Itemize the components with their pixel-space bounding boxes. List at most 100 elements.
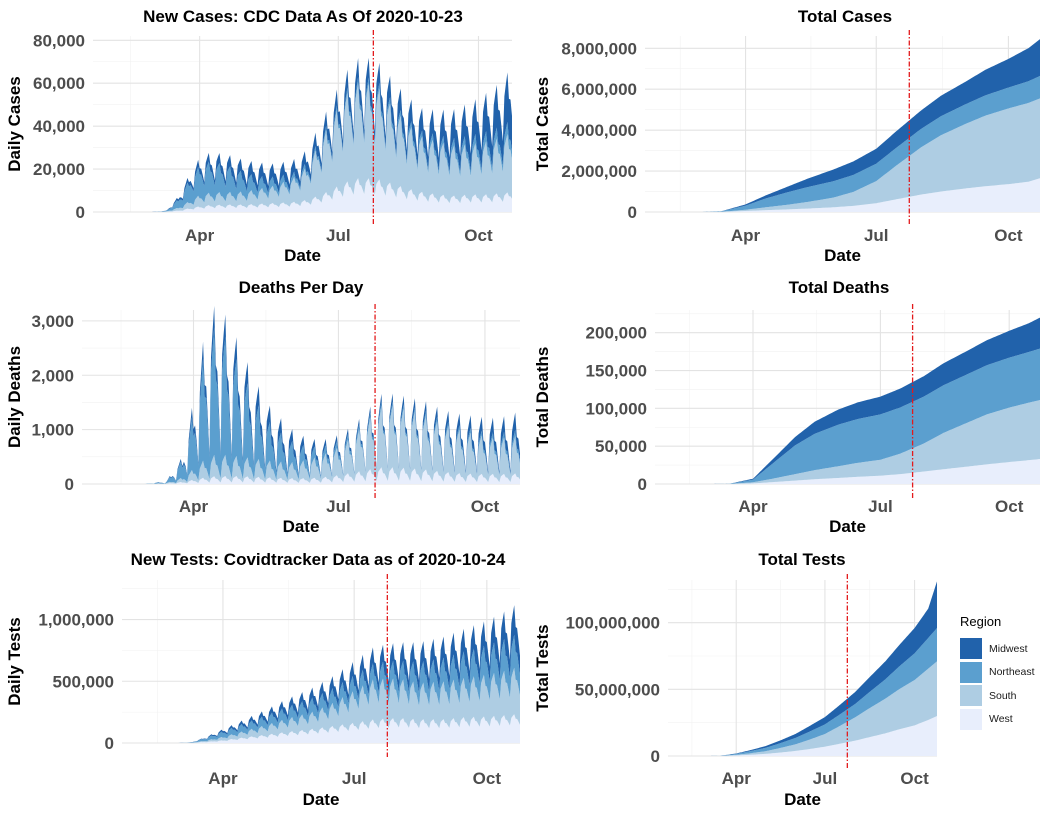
x-tick-label: Oct	[994, 226, 1023, 245]
y-tick-label: 0	[76, 203, 85, 222]
chart-title: Total Tests	[758, 550, 845, 569]
legend-swatch-northeast	[960, 661, 982, 683]
y-tick-label: 2,000	[31, 366, 74, 385]
x-tick-label: Jul	[813, 769, 838, 788]
chart-title: New Cases: CDC Data As Of 2020-10-23	[143, 7, 463, 26]
y-tick-label: 2,000,000	[561, 162, 637, 181]
area-south	[701, 98, 1040, 212]
chart-total-deaths: 0 50,000 100,000 150,000 200,000 Apr Jul Oct Dat…	[533, 278, 1040, 536]
x-tick-label: Oct	[473, 769, 502, 788]
legend-title: Region	[960, 614, 1002, 629]
x-axis-title: Date	[784, 790, 821, 809]
area-west	[144, 467, 520, 484]
legend-swatch-midwest	[960, 638, 982, 660]
area-northeast	[709, 348, 1040, 484]
y-axis-title: Total Cases	[533, 77, 552, 171]
y-tick-label: 80,000	[33, 31, 85, 50]
chart-new-tests: 0 500,000 1,000,000 Apr Jul Oct Date Daily Test…	[5, 550, 521, 809]
x-tick-label: Apr	[731, 226, 761, 245]
y-tick-label: 1,000,000	[38, 611, 114, 630]
y-axis-title: Daily Cases	[5, 76, 24, 171]
x-tick-label: Oct	[464, 226, 493, 245]
x-tick-label: Apr	[179, 497, 209, 516]
legend-item-west: West	[960, 708, 1050, 732]
x-tick-label: Oct	[900, 769, 929, 788]
y-tick-label: 150,000	[586, 362, 647, 381]
x-tick-label: Jul	[326, 497, 351, 516]
x-tick-label: Jul	[326, 226, 351, 245]
y-tick-label: 100,000	[586, 399, 647, 418]
area-south	[709, 400, 1040, 484]
x-tick-label: Jul	[342, 769, 367, 788]
legend-swatch-west	[960, 708, 982, 730]
x-axis-title: Date	[824, 246, 861, 265]
legend-label-northeast: Northeast	[989, 666, 1035, 679]
area-south	[144, 405, 520, 484]
area-west	[709, 459, 1040, 484]
area-northeast	[144, 327, 520, 484]
chart-new-cases: 0 20,000 40,000 60,000 80,000 Apr Jul Oct Date Da…	[5, 7, 513, 265]
y-tick-label: 60,000	[33, 74, 85, 93]
y-tick-label: 500,000	[53, 672, 114, 691]
area-midwest	[152, 57, 513, 212]
chart-title: New Tests: Covidtracker Data as of 2020-…	[131, 550, 506, 569]
y-tick-label: 4,000,000	[561, 121, 637, 140]
legend-item-midwest: Midwest	[960, 637, 1050, 661]
area-midwest	[706, 581, 937, 756]
y-tick-label: 50,000	[595, 437, 647, 456]
area-south	[152, 82, 513, 212]
area-northeast	[152, 77, 513, 212]
area-west	[178, 714, 521, 743]
legend-label-west: West	[989, 713, 1013, 726]
x-tick-label: Apr	[208, 769, 238, 788]
area-south	[706, 661, 937, 756]
y-tick-label: 40,000	[33, 117, 85, 136]
area-west	[706, 716, 937, 756]
y-tick-label: 200,000	[586, 324, 647, 343]
y-tick-label: 3,000	[31, 312, 74, 331]
y-tick-label: 0	[638, 475, 647, 494]
area-northeast	[701, 75, 1040, 212]
area-northeast	[706, 628, 937, 756]
chart-title: Total Cases	[798, 7, 892, 26]
chart-total-tests: 0 50,000,000 100,000,000 Apr Jul Oct Date Total…	[533, 550, 937, 809]
legend-item-northeast: Northeast	[960, 661, 1050, 685]
y-tick-label: 0	[65, 475, 74, 494]
x-axis-title: Date	[303, 790, 340, 809]
area-west	[701, 178, 1040, 212]
y-tick-label: 8,000,000	[561, 39, 637, 58]
x-tick-label: Apr	[185, 226, 215, 245]
y-axis-title: Daily Deaths	[5, 346, 24, 448]
chart-title: Total Deaths	[789, 278, 890, 297]
x-tick-label: Apr	[738, 497, 768, 516]
x-tick-label: Apr	[722, 769, 752, 788]
chart-deaths-per-day: 0 1,000 2,000 3,000 Apr Jul Oct Date Daily Death…	[5, 278, 520, 536]
y-tick-label: 50,000,000	[575, 680, 660, 699]
area-midwest	[709, 317, 1040, 484]
chart-title: Deaths Per Day	[239, 278, 364, 297]
x-tick-label: Oct	[995, 497, 1024, 516]
y-tick-label: 100,000,000	[565, 614, 660, 633]
x-axis-title: Date	[283, 517, 320, 536]
x-tick-label: Jul	[868, 497, 893, 516]
area-west	[152, 178, 513, 212]
legend: Region Midwest Northeast South West	[960, 614, 1050, 731]
legend-swatch-south	[960, 685, 982, 707]
y-tick-label: 0	[105, 734, 114, 753]
y-axis-title: Total Deaths	[533, 347, 552, 448]
y-tick-label: 0	[628, 203, 637, 222]
legend-label-midwest: Midwest	[989, 642, 1028, 655]
y-axis-title: Daily Tests	[5, 617, 24, 706]
y-tick-label: 0	[651, 747, 660, 766]
y-tick-label: 1,000	[31, 421, 74, 440]
legend-label-south: South	[989, 689, 1017, 702]
y-tick-label: 20,000	[33, 160, 85, 179]
x-tick-label: Jul	[864, 226, 889, 245]
y-tick-label: 6,000,000	[561, 80, 637, 99]
area-south	[178, 667, 521, 743]
x-tick-label: Oct	[471, 497, 500, 516]
chart-total-cases: 0 2,000,000 4,000,000 6,000,000 8,000,000 Apr…	[533, 7, 1040, 265]
x-axis-title: Date	[829, 517, 866, 536]
x-axis-title: Date	[284, 246, 321, 265]
